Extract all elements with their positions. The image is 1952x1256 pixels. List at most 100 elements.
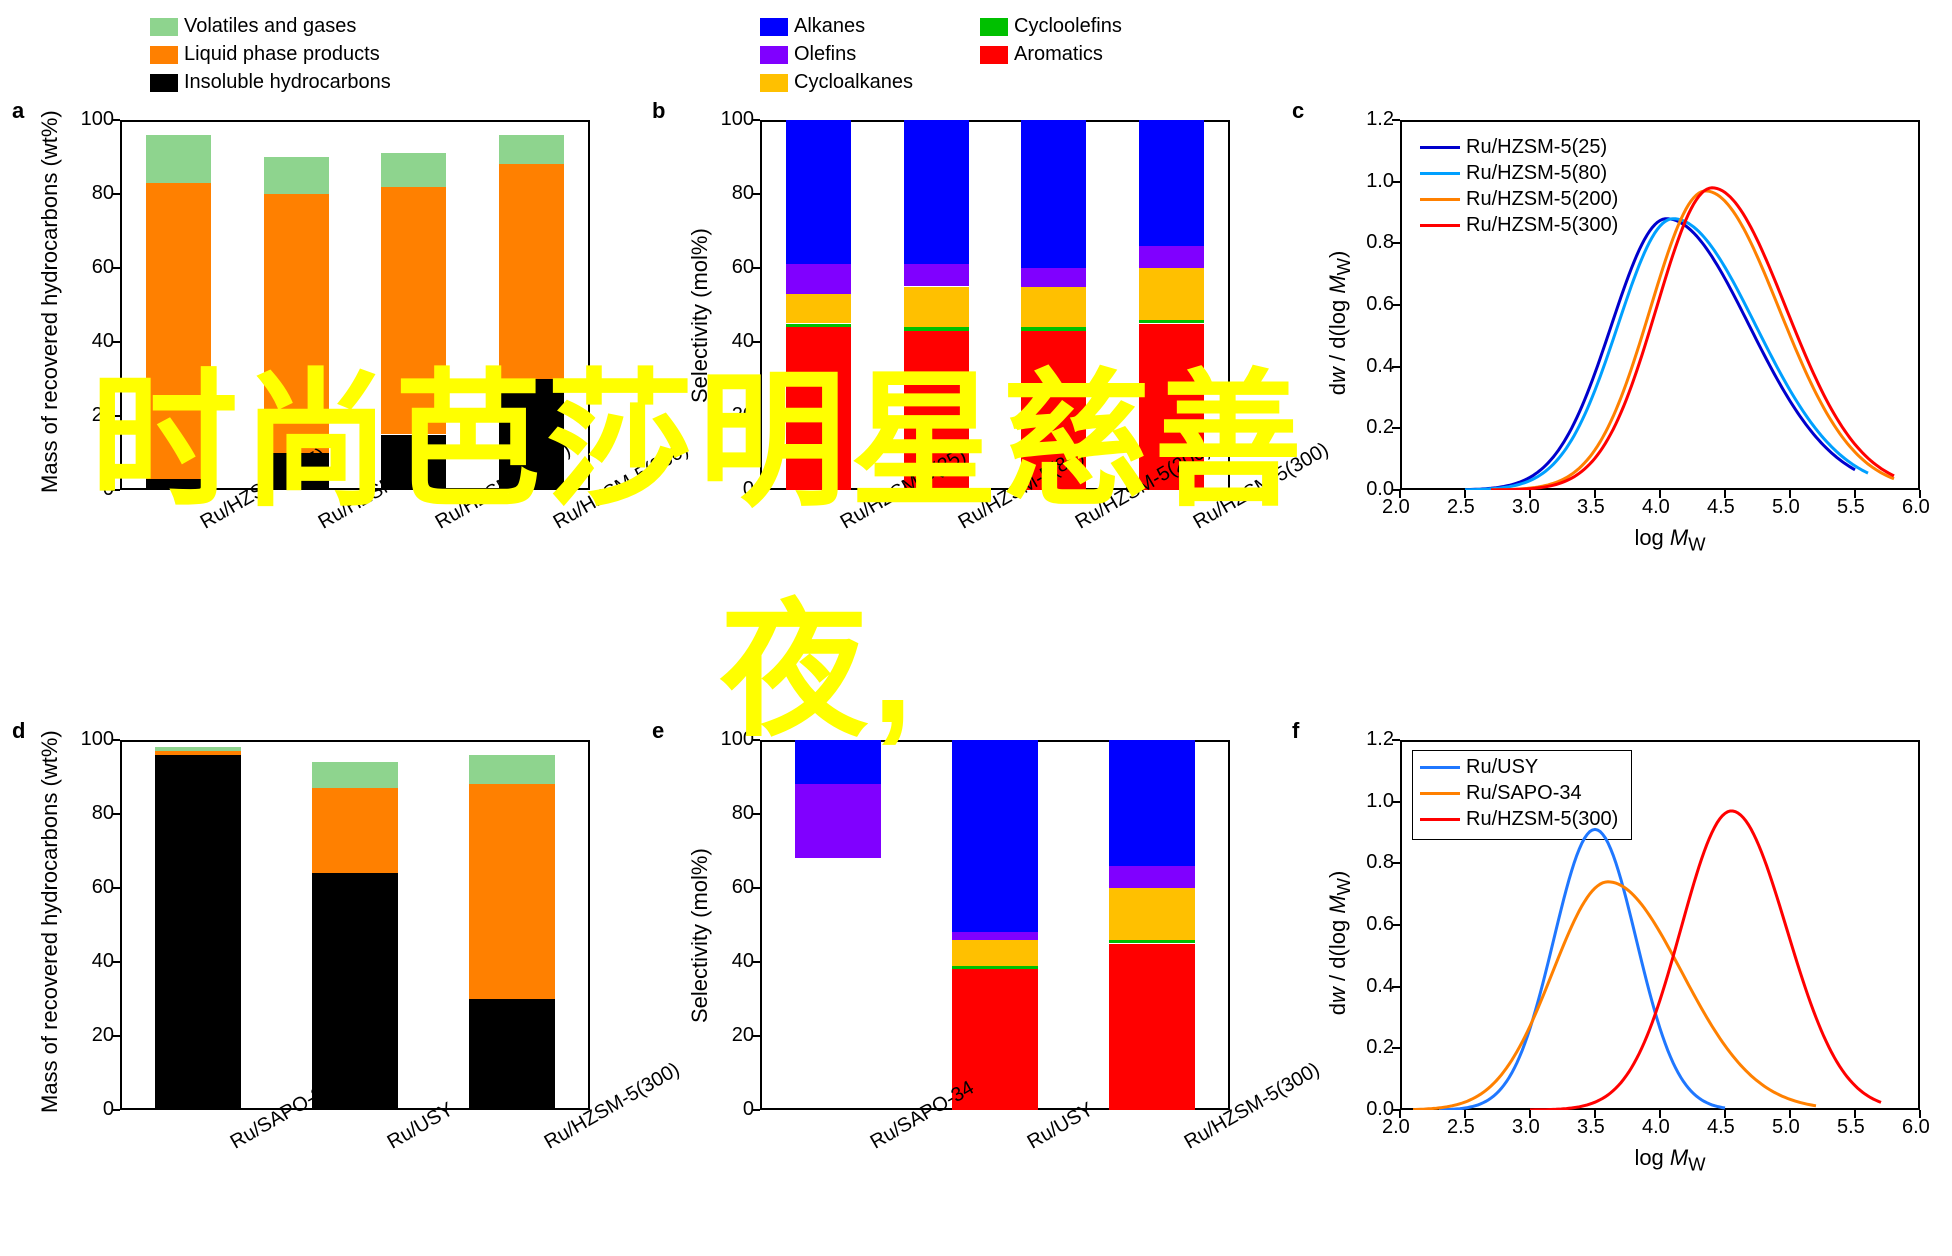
xtick-mark [1399,490,1401,498]
ytick: 60 [70,256,114,279]
bar-seg [786,120,851,264]
bar-seg [469,999,555,1110]
bar-seg [904,120,969,264]
ytick-mark [1392,862,1400,864]
ytick-mark [752,961,760,963]
ytick: 60 [70,876,114,899]
xtick: 2.0 [1382,1116,1410,1139]
xtick: 5.0 [1772,496,1800,519]
bar-seg [952,940,1038,966]
ytick: 80 [710,802,754,825]
bar-seg [795,740,881,784]
bar-seg [1139,246,1204,268]
bar-seg [786,324,851,328]
ytick-mark [112,961,120,963]
ytick: 0.6 [1350,293,1394,316]
ytick-mark [752,1109,760,1111]
bar-seg [904,264,969,286]
ylabel-d: Mass of recovered hydrocarbons (wt%) [37,733,63,1113]
bar-seg [264,194,329,453]
xtick: 2.0 [1382,496,1410,519]
legend-item: Insoluble hydrocarbons [150,71,391,94]
ytick-mark [1392,242,1400,244]
xtick-mark [1724,1110,1726,1118]
ytick: 80 [70,182,114,205]
ytick: 20 [70,1024,114,1047]
xtick: 4.5 [1707,1116,1735,1139]
bar-seg [312,788,398,873]
panel-label-f: f [1292,718,1299,744]
ytick: 100 [70,108,114,131]
ytick-mark [112,739,120,741]
legend-item: Alkanes [760,15,865,38]
bar-seg [904,327,969,331]
ytick-mark [1392,739,1400,741]
bar-seg [155,747,241,751]
ytick-mark [752,739,760,741]
legend-swatch [760,46,788,64]
xtick: 6.0 [1902,496,1930,519]
ytick-mark [752,415,760,417]
panel-label-c: c [1292,98,1304,124]
ytick: 0.2 [1350,416,1394,439]
ytick-mark [112,813,120,815]
ytick-mark [752,887,760,889]
ytick-mark [752,489,760,491]
legend-swatch [980,46,1008,64]
bar-seg [786,327,851,490]
panel-label-d: d [12,718,25,744]
legend-swatch [760,18,788,36]
bar-seg [795,784,881,858]
ytick: 100 [70,728,114,751]
xtick: 3.0 [1512,1116,1540,1139]
ytick-mark [1392,119,1400,121]
xtick: 5.0 [1772,1116,1800,1139]
bar-seg [1139,120,1204,246]
xtick-mark [1464,1110,1466,1118]
bar-seg [381,153,446,186]
xtick-mark [1529,490,1531,498]
ytick: 0.4 [1350,975,1394,998]
legend-item: Cycloolefins [980,15,1122,38]
ytick-mark [752,813,760,815]
bar-seg [499,135,564,165]
xtick-mark [1464,490,1466,498]
ytick-mark [1392,801,1400,803]
ytick: 0.2 [1350,1036,1394,1059]
ytick: 40 [70,330,114,353]
ytick: 0.6 [1350,913,1394,936]
bar-seg [146,479,211,490]
legend-item: Liquid phase products [150,43,380,66]
ytick-mark [1392,1047,1400,1049]
curve [1491,191,1894,490]
ytick-mark [112,887,120,889]
bar-seg [1021,327,1086,331]
xtick: 2.5 [1447,496,1475,519]
ytick: 60 [710,256,754,279]
ytick-mark [752,341,760,343]
legend-swatch [150,74,178,92]
ytick: 40 [710,950,754,973]
legend-label: Insoluble hydrocarbons [184,71,391,94]
legend-label: Olefins [794,43,856,66]
xtick: 3.0 [1512,496,1540,519]
bar-seg [786,294,851,324]
bar-seg [499,164,564,379]
ytick-mark [1392,181,1400,183]
legend-swatch [150,46,178,64]
bar-seg [1021,120,1086,268]
ytick-mark [1392,924,1400,926]
ylabel-e: Selectivity (mol%) [687,823,713,1023]
legend-label: Aromatics [1014,43,1103,66]
ytick-mark [752,1035,760,1037]
ylabel-b: Selectivity (mol%) [687,203,713,403]
panel-label-b: b [652,98,665,124]
xtick: 3.5 [1577,1116,1605,1139]
ytick: 0 [70,478,114,501]
xtick-mark [1789,1110,1791,1118]
ytick: 80 [710,182,754,205]
ytick-mark [1392,427,1400,429]
bar-seg [146,183,211,479]
ytick-mark [752,119,760,121]
ytick-mark [112,267,120,269]
